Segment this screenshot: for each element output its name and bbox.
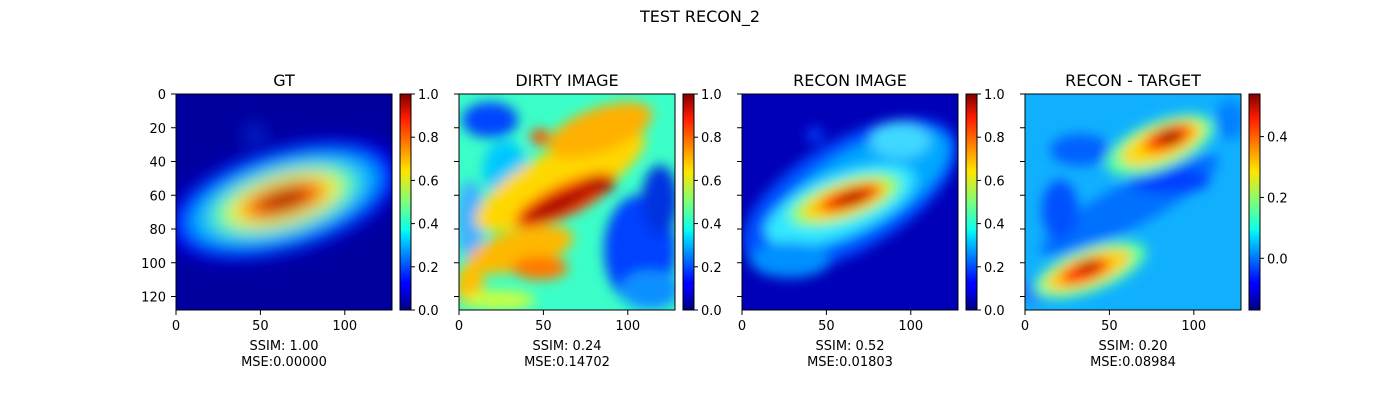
x-axis-ticks: 0 50 100: [455, 310, 640, 334]
mse-label: MSE:0.01803: [807, 355, 893, 370]
y-axis-ticks: [737, 93, 742, 297]
x-tick-label: 50: [818, 319, 835, 334]
panel-title: GT: [273, 71, 295, 90]
colorbar: 0.0 0.2 0.4 0.6 0.8 1.0: [965, 88, 1005, 319]
y-axis-ticks: 0 20 40 60 80 100 120: [141, 88, 176, 306]
x-tick-label: 0: [172, 319, 180, 334]
colorbar-tick-label: 0.2: [1267, 191, 1288, 206]
panel-dirty-image: DIRTY IMAGE: [454, 71, 722, 370]
y-tick-label: 120: [141, 291, 166, 306]
x-tick-label: 50: [535, 319, 552, 334]
colorbar-ticks: 0.0 0.2 0.4 0.6 0.8 1.0: [411, 88, 439, 319]
colorbar-tick-label: 0.0: [984, 304, 1005, 319]
axes-frame: [458, 93, 676, 311]
colorbar-tick-label: 0.6: [701, 174, 722, 189]
y-tick-label: 20: [149, 122, 166, 137]
axes-frame: [741, 93, 959, 311]
x-tick-label: 100: [1181, 319, 1206, 334]
y-axis-ticks: [454, 93, 459, 297]
x-tick-label: 0: [738, 319, 746, 334]
figure-title: TEST RECON_2: [639, 7, 760, 27]
y-axis-ticks: [1020, 93, 1025, 297]
x-axis-ticks: 0 50 100: [1021, 310, 1206, 334]
x-axis-ticks: 0 50 100: [738, 310, 923, 334]
x-axis-ticks: 0 50 100: [172, 310, 357, 334]
heatmap-image: [459, 94, 675, 310]
colorbar-tick-label: 0.4: [418, 218, 439, 233]
mse-label: MSE:0.00000: [241, 355, 327, 370]
ssim-label: SSIM: 0.24: [532, 339, 601, 354]
x-tick-label: 0: [455, 319, 463, 334]
ssim-label: SSIM: 0.20: [1098, 339, 1167, 354]
panel-recon-minus-target: RECON - TARGET: [1020, 71, 1288, 370]
colorbar-gradient: [399, 93, 412, 311]
x-tick-label: 50: [252, 319, 269, 334]
x-tick-label: 50: [1101, 319, 1118, 334]
x-tick-label: 0: [1021, 319, 1029, 334]
mse-label: MSE:0.14702: [524, 355, 610, 370]
y-tick-label: 40: [149, 156, 166, 171]
colorbar-ticks: 0.0 0.2 0.4: [1260, 131, 1288, 267]
colorbar-tick-label: 0.6: [984, 174, 1005, 189]
colorbar-tick-label: 0.0: [1267, 252, 1288, 267]
x-tick-label: 100: [898, 319, 923, 334]
colorbar-tick-label: 1.0: [984, 88, 1005, 103]
panel-title: DIRTY IMAGE: [515, 71, 618, 90]
x-tick-label: 100: [615, 319, 640, 334]
colorbar-gradient: [965, 93, 978, 311]
colorbar-tick-label: 0.4: [984, 218, 1005, 233]
panel-title: RECON IMAGE: [793, 71, 907, 90]
mse-label: MSE:0.08984: [1090, 355, 1176, 370]
x-tick-label: 100: [332, 319, 357, 334]
colorbar-tick-label: 1.0: [418, 88, 439, 103]
heatmap-image: [1025, 94, 1241, 310]
colorbar-ticks: 0.0 0.2 0.4 0.6 0.8 1.0: [977, 88, 1005, 319]
panel-gt: GT 0 50 100: [141, 71, 439, 370]
colorbar-tick-label: 0.2: [701, 261, 722, 276]
colorbar-tick-label: 0.4: [701, 218, 722, 233]
colorbar: 0.0 0.2 0.4 0.6 0.8 1.0: [682, 88, 722, 319]
axes-frame: [1024, 93, 1242, 311]
colorbar-gradient: [682, 93, 695, 311]
colorbar-tick-label: 0.0: [701, 304, 722, 319]
colorbar-tick-label: 0.8: [701, 131, 722, 146]
colorbar-tick-label: 0.2: [418, 261, 439, 276]
y-tick-label: 60: [149, 189, 166, 204]
heatmap-image: [176, 94, 392, 310]
colorbar: 0.0 0.2 0.4 0.6 0.8 1.0: [399, 88, 439, 319]
colorbar-tick-label: 0.0: [418, 304, 439, 319]
colorbar-tick-label: 0.4: [1267, 131, 1288, 146]
axes-frame: [175, 93, 393, 311]
panel-title: RECON - TARGET: [1065, 71, 1201, 90]
ssim-label: SSIM: 0.52: [815, 339, 884, 354]
colorbar-gradient: [1248, 93, 1261, 311]
colorbar-tick-label: 1.0: [701, 88, 722, 103]
colorbar-tick-label: 0.2: [984, 261, 1005, 276]
colorbar-tick-label: 0.8: [418, 131, 439, 146]
colorbar-ticks: 0.0 0.2 0.4 0.6 0.8 1.0: [694, 88, 722, 319]
panel-recon-image: RECON IMAGE 0 50 100: [737, 71, 1005, 370]
colorbar-tick-label: 0.6: [418, 174, 439, 189]
y-tick-label: 0: [158, 88, 166, 103]
heatmap-image: [742, 94, 958, 310]
ssim-label: SSIM: 1.00: [249, 339, 318, 354]
y-tick-label: 80: [149, 223, 166, 238]
colorbar: 0.0 0.2 0.4: [1248, 93, 1288, 311]
y-tick-label: 100: [141, 257, 166, 272]
colorbar-tick-label: 0.8: [984, 131, 1005, 146]
